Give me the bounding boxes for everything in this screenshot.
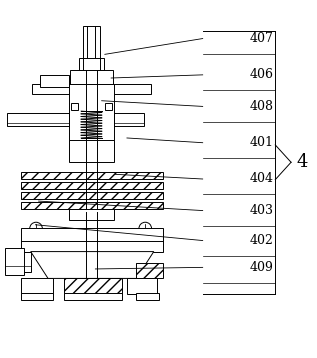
Bar <box>5 248 24 275</box>
Bar <box>21 228 163 252</box>
Text: 407: 407 <box>250 32 274 45</box>
Bar <box>32 84 151 95</box>
Text: 408: 408 <box>250 100 274 113</box>
Bar <box>40 75 68 87</box>
Polygon shape <box>31 252 154 279</box>
Bar <box>68 84 114 141</box>
Bar <box>21 278 53 294</box>
Bar <box>21 172 163 179</box>
Bar <box>68 140 114 162</box>
Text: 406: 406 <box>250 68 274 81</box>
Bar <box>114 113 144 126</box>
Bar <box>5 252 31 272</box>
Text: 401: 401 <box>250 136 274 149</box>
Bar <box>136 293 158 300</box>
Bar <box>70 70 113 84</box>
Bar <box>79 58 104 70</box>
Text: 404: 404 <box>250 173 274 185</box>
Bar <box>21 202 163 209</box>
Bar <box>21 182 163 189</box>
Circle shape <box>139 222 152 235</box>
Bar <box>64 278 122 294</box>
Bar <box>21 293 53 300</box>
Text: 403: 403 <box>250 204 274 217</box>
Bar <box>68 209 114 220</box>
Bar <box>71 103 78 110</box>
Bar <box>21 192 163 199</box>
Bar <box>136 263 163 279</box>
Bar <box>64 293 122 300</box>
Text: 4: 4 <box>296 153 308 171</box>
Bar <box>127 278 157 294</box>
Circle shape <box>30 222 42 235</box>
Bar <box>83 26 100 59</box>
Bar <box>105 103 112 110</box>
Text: 402: 402 <box>250 234 274 247</box>
Bar <box>7 113 68 126</box>
Text: 409: 409 <box>250 261 274 274</box>
